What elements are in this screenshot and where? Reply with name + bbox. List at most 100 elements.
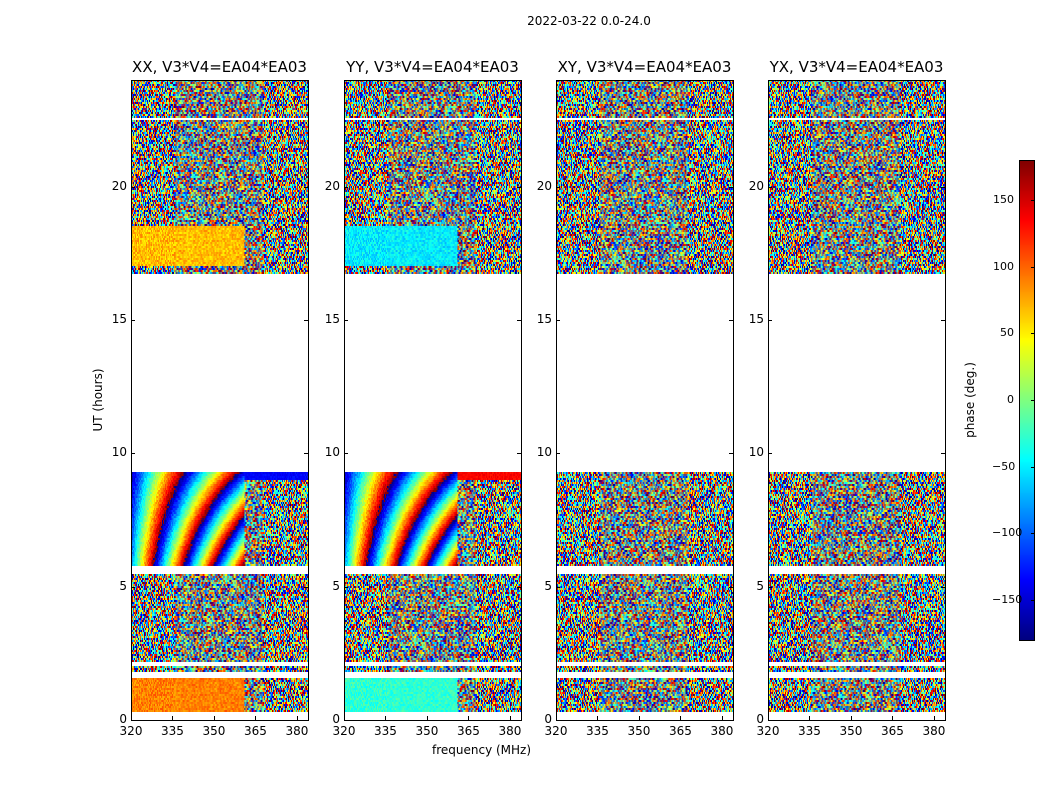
- ytick-mark: [344, 720, 348, 721]
- ytick-mark: [729, 320, 733, 321]
- xtick-label: 350: [415, 724, 439, 738]
- ytick-label: 15: [748, 312, 764, 326]
- ytick-mark: [517, 586, 521, 588]
- xtick-mark: [296, 716, 298, 720]
- ytick-mark: [556, 453, 560, 455]
- heatmap-yy: [344, 80, 521, 720]
- suptitle: 2022-03-22 0.0-24.0: [527, 14, 651, 28]
- ytick-mark: [768, 720, 772, 721]
- heatmap-xy: [556, 80, 733, 720]
- x-axis-label: frequency (MHz): [432, 743, 532, 757]
- ytick-label: 20: [536, 178, 552, 193]
- ytick-mark: [517, 720, 521, 721]
- ytick-mark: [556, 320, 560, 321]
- ytick-label: 0: [332, 712, 340, 726]
- colorbar-tick-mark: [1031, 533, 1035, 535]
- xtick-mark: [468, 716, 470, 720]
- colorbar-tick-label: 150: [993, 193, 1014, 206]
- xtick-mark: [131, 716, 132, 720]
- ytick-label: 0: [756, 712, 764, 726]
- ytick-mark: [517, 453, 521, 455]
- ytick-mark: [768, 320, 772, 321]
- colorbar-tick-mark: [1031, 400, 1035, 401]
- ytick-label: 10: [111, 445, 127, 460]
- xtick-label: 365: [457, 724, 480, 738]
- heatmap-yx: [768, 80, 945, 720]
- ytick-mark: [517, 320, 521, 321]
- xtick-mark: [933, 716, 935, 720]
- ytick-mark: [344, 320, 348, 321]
- colorbar-label: phase (deg.): [963, 362, 977, 438]
- xtick-mark: [426, 716, 428, 720]
- xtick-mark: [255, 716, 257, 720]
- ytick-label: 15: [324, 312, 340, 326]
- colorbar-tick-mark: [1031, 333, 1035, 335]
- xtick-label: 380: [922, 724, 946, 738]
- xtick-mark: [172, 716, 174, 720]
- colorbar-tick-mark: [1031, 266, 1035, 268]
- ytick-mark: [729, 186, 733, 188]
- ytick-mark: [556, 720, 560, 721]
- ytick-mark: [131, 320, 135, 321]
- panel-title-yy: YY, V3*V4=EA04*EA03: [346, 58, 519, 76]
- xtick-label: 320: [119, 724, 143, 738]
- xtick-label: 380: [285, 724, 309, 738]
- ytick-label: 10: [536, 445, 552, 460]
- ytick-mark: [941, 720, 945, 721]
- ytick-label: 15: [536, 312, 552, 326]
- panel-title-xy: XY, V3*V4=EA04*EA03: [557, 58, 732, 76]
- xtick-mark: [892, 716, 894, 720]
- xtick-mark: [385, 716, 387, 720]
- xtick-label: 320: [756, 724, 780, 738]
- y-axis-label: UT (hours): [91, 368, 105, 432]
- ytick-mark: [304, 720, 308, 721]
- ytick-mark: [131, 453, 135, 455]
- ytick-mark: [941, 320, 945, 321]
- panel-frame-xy: [556, 80, 734, 721]
- xtick-mark: [680, 716, 682, 720]
- ytick-mark: [768, 586, 772, 588]
- ytick-mark: [304, 320, 308, 321]
- xtick-label: 350: [202, 724, 226, 738]
- colorbar-tick-label: 0: [1007, 393, 1014, 406]
- xtick-mark: [768, 716, 769, 720]
- ytick-label: 5: [119, 578, 127, 593]
- colorbar-gradient: [1019, 160, 1034, 640]
- xtick-mark: [597, 716, 599, 720]
- xtick-label: 320: [544, 724, 568, 738]
- ytick-mark: [131, 186, 135, 188]
- xtick-mark: [344, 716, 345, 720]
- ytick-label: 10: [324, 445, 340, 460]
- ytick-label: 15: [111, 312, 127, 326]
- heatmap-xx: [131, 80, 308, 720]
- colorbar-tick-label: −100: [992, 526, 1023, 540]
- ytick-label: 0: [544, 712, 552, 726]
- colorbar-tick-mark: [1031, 200, 1035, 201]
- ytick-mark: [131, 586, 135, 588]
- xtick-label: 350: [839, 724, 863, 738]
- xtick-label: 365: [244, 724, 267, 738]
- xtick-label: 380: [498, 724, 522, 738]
- ytick-mark: [304, 453, 308, 455]
- ytick-label: 10: [748, 445, 764, 460]
- ytick-label: 20: [748, 178, 764, 193]
- panel-frame-yx: [768, 80, 946, 721]
- ytick-mark: [941, 586, 945, 588]
- ytick-mark: [768, 453, 772, 455]
- xtick-mark: [213, 716, 215, 720]
- colorbar-tick-label: 50: [1000, 326, 1014, 340]
- xtick-mark: [809, 716, 811, 720]
- ytick-mark: [131, 720, 135, 721]
- colorbar-tick-mark: [1031, 466, 1035, 468]
- ytick-label: 20: [111, 178, 127, 193]
- xtick-mark: [509, 716, 511, 720]
- xtick-label: 335: [586, 724, 609, 738]
- panel-title-xx: XX, V3*V4=EA04*EA03: [132, 58, 307, 76]
- ytick-label: 20: [324, 178, 340, 193]
- ytick-label: 5: [756, 578, 764, 593]
- xtick-mark: [556, 716, 557, 720]
- ytick-mark: [729, 720, 733, 721]
- xtick-mark: [721, 716, 723, 720]
- xtick-label: 350: [627, 724, 651, 738]
- colorbar-tick-label: −150: [992, 593, 1023, 606]
